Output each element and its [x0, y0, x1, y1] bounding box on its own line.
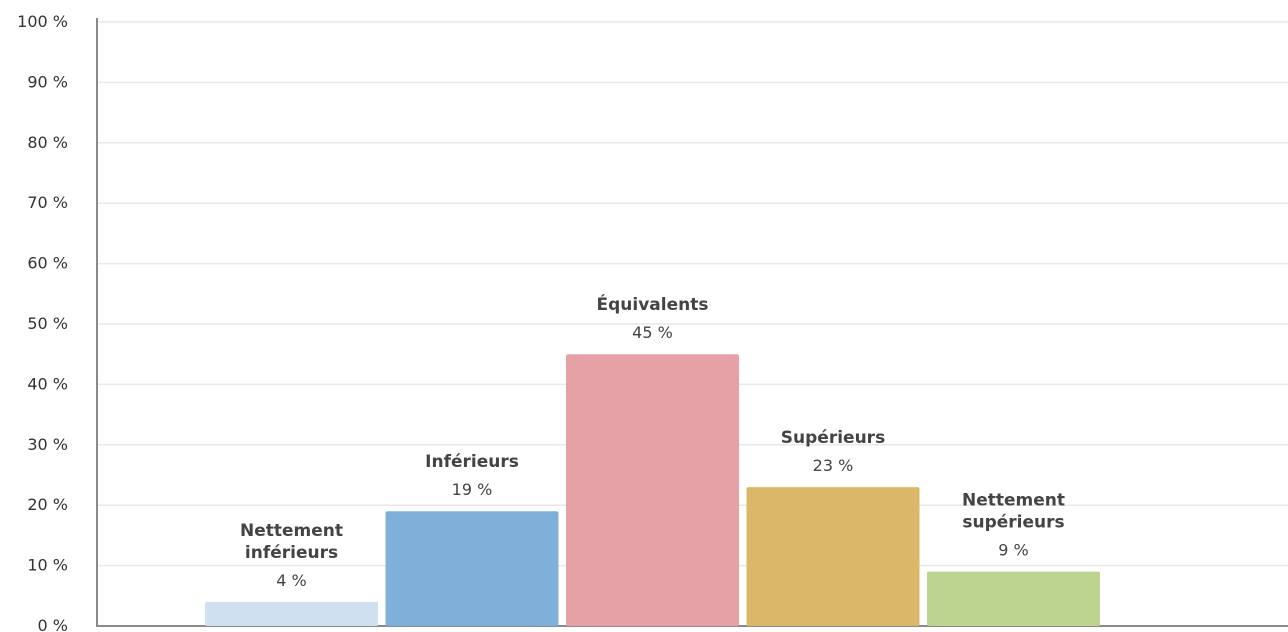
- category-label: supérieurs: [962, 513, 1064, 533]
- y-tick-label: 30 %: [27, 435, 68, 454]
- bar: [386, 511, 559, 626]
- y-tick-label: 80 %: [27, 133, 68, 152]
- data-label: 9 %: [998, 541, 1028, 560]
- data-label: 23 %: [813, 456, 854, 475]
- category-label: Inférieurs: [425, 452, 519, 472]
- bar: [205, 602, 378, 626]
- y-tick-label: 60 %: [27, 254, 68, 273]
- y-tick-label: 10 %: [27, 556, 68, 575]
- y-tick-label: 50 %: [27, 314, 68, 333]
- y-tick-label: 0 %: [38, 616, 68, 632]
- category-label: Équivalents: [597, 293, 709, 315]
- bar: [566, 354, 739, 626]
- bar: [747, 487, 920, 626]
- data-label: 4 %: [276, 571, 306, 590]
- bar: [927, 572, 1100, 626]
- data-label: 45 %: [632, 323, 673, 342]
- data-label: 19 %: [452, 480, 493, 499]
- y-tick-label: 70 %: [27, 193, 68, 212]
- category-label: inférieurs: [245, 543, 338, 563]
- y-tick-label: 40 %: [27, 374, 68, 393]
- y-tick-label: 20 %: [27, 495, 68, 514]
- category-label: Nettement: [962, 491, 1065, 511]
- category-label: Nettement: [240, 521, 343, 541]
- category-label: Supérieurs: [781, 428, 885, 448]
- y-tick-label: 100 %: [17, 12, 68, 31]
- y-tick-label: 90 %: [27, 72, 68, 91]
